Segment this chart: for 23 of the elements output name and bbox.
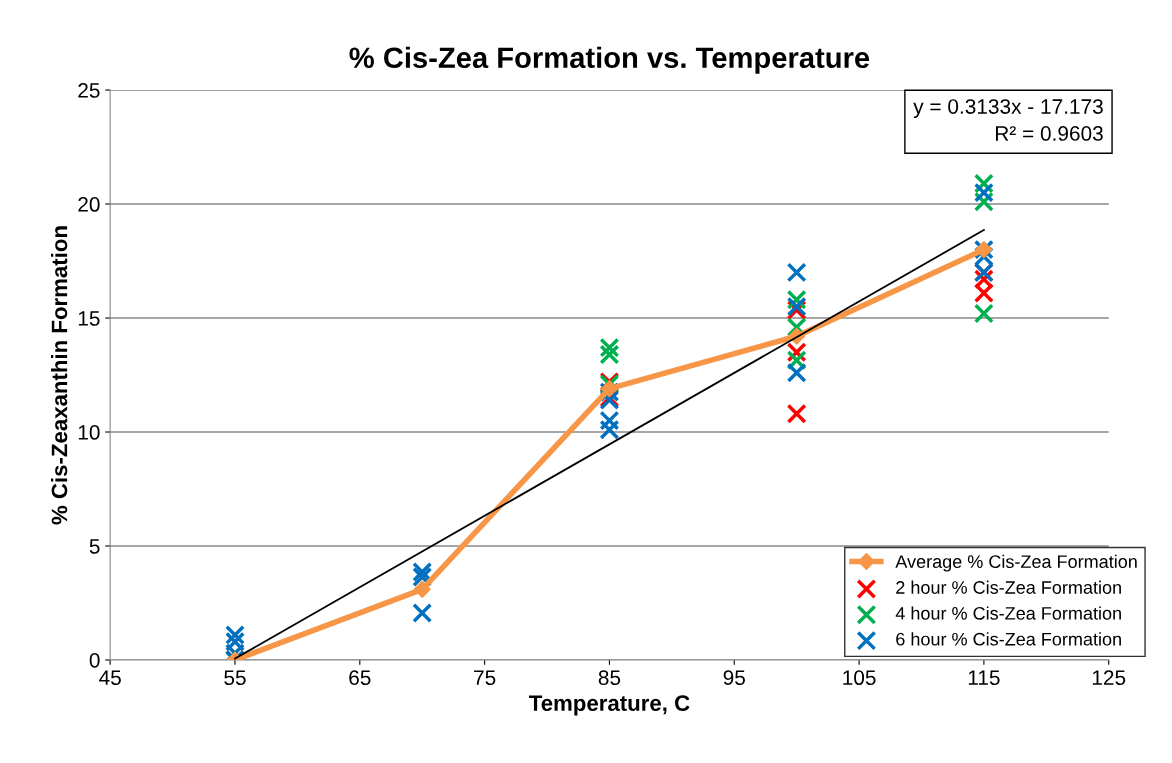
y-tick-label: 0	[89, 653, 100, 668]
x-tick-label: 95	[723, 670, 745, 686]
y-tick-label: 25	[78, 83, 100, 98]
y-tick-label: 20	[78, 197, 100, 212]
x-tick-label: 125	[1092, 670, 1126, 686]
x-tick-label: 55	[224, 670, 246, 686]
x-tick-label: 115	[968, 670, 1000, 686]
y-tick-label: 5	[89, 539, 100, 554]
x-tick-label: 65	[349, 670, 371, 686]
annotation: y = 0.3133x - 17.173 R² = 0.9603	[913, 99, 1103, 141]
x-tick-label: 105	[843, 670, 876, 686]
legend-label: Average % Cis-Zea Formation	[895, 554, 1137, 572]
y-axis-title: % Cis-Zeaxanthin Formation	[51, 226, 68, 525]
legend-label: 2 hour % Cis-Zea Formation	[896, 580, 1121, 594]
x-tick-label: 75	[474, 670, 496, 686]
y-tick-label: 15	[78, 311, 100, 326]
legend-label: 4 hour % Cis-Zea Formation	[895, 606, 1121, 620]
y-tick-label: 10	[78, 425, 100, 440]
chart-title: % Cis-Zea Formation vs. Temperature	[349, 46, 870, 74]
x-tick-label: 85	[598, 670, 621, 686]
x-tick-label: 45	[99, 670, 121, 686]
x-axis-title: Temperature, C	[529, 695, 690, 716]
legend-label: 6 hour % Cis-Zea Formation	[896, 632, 1121, 646]
